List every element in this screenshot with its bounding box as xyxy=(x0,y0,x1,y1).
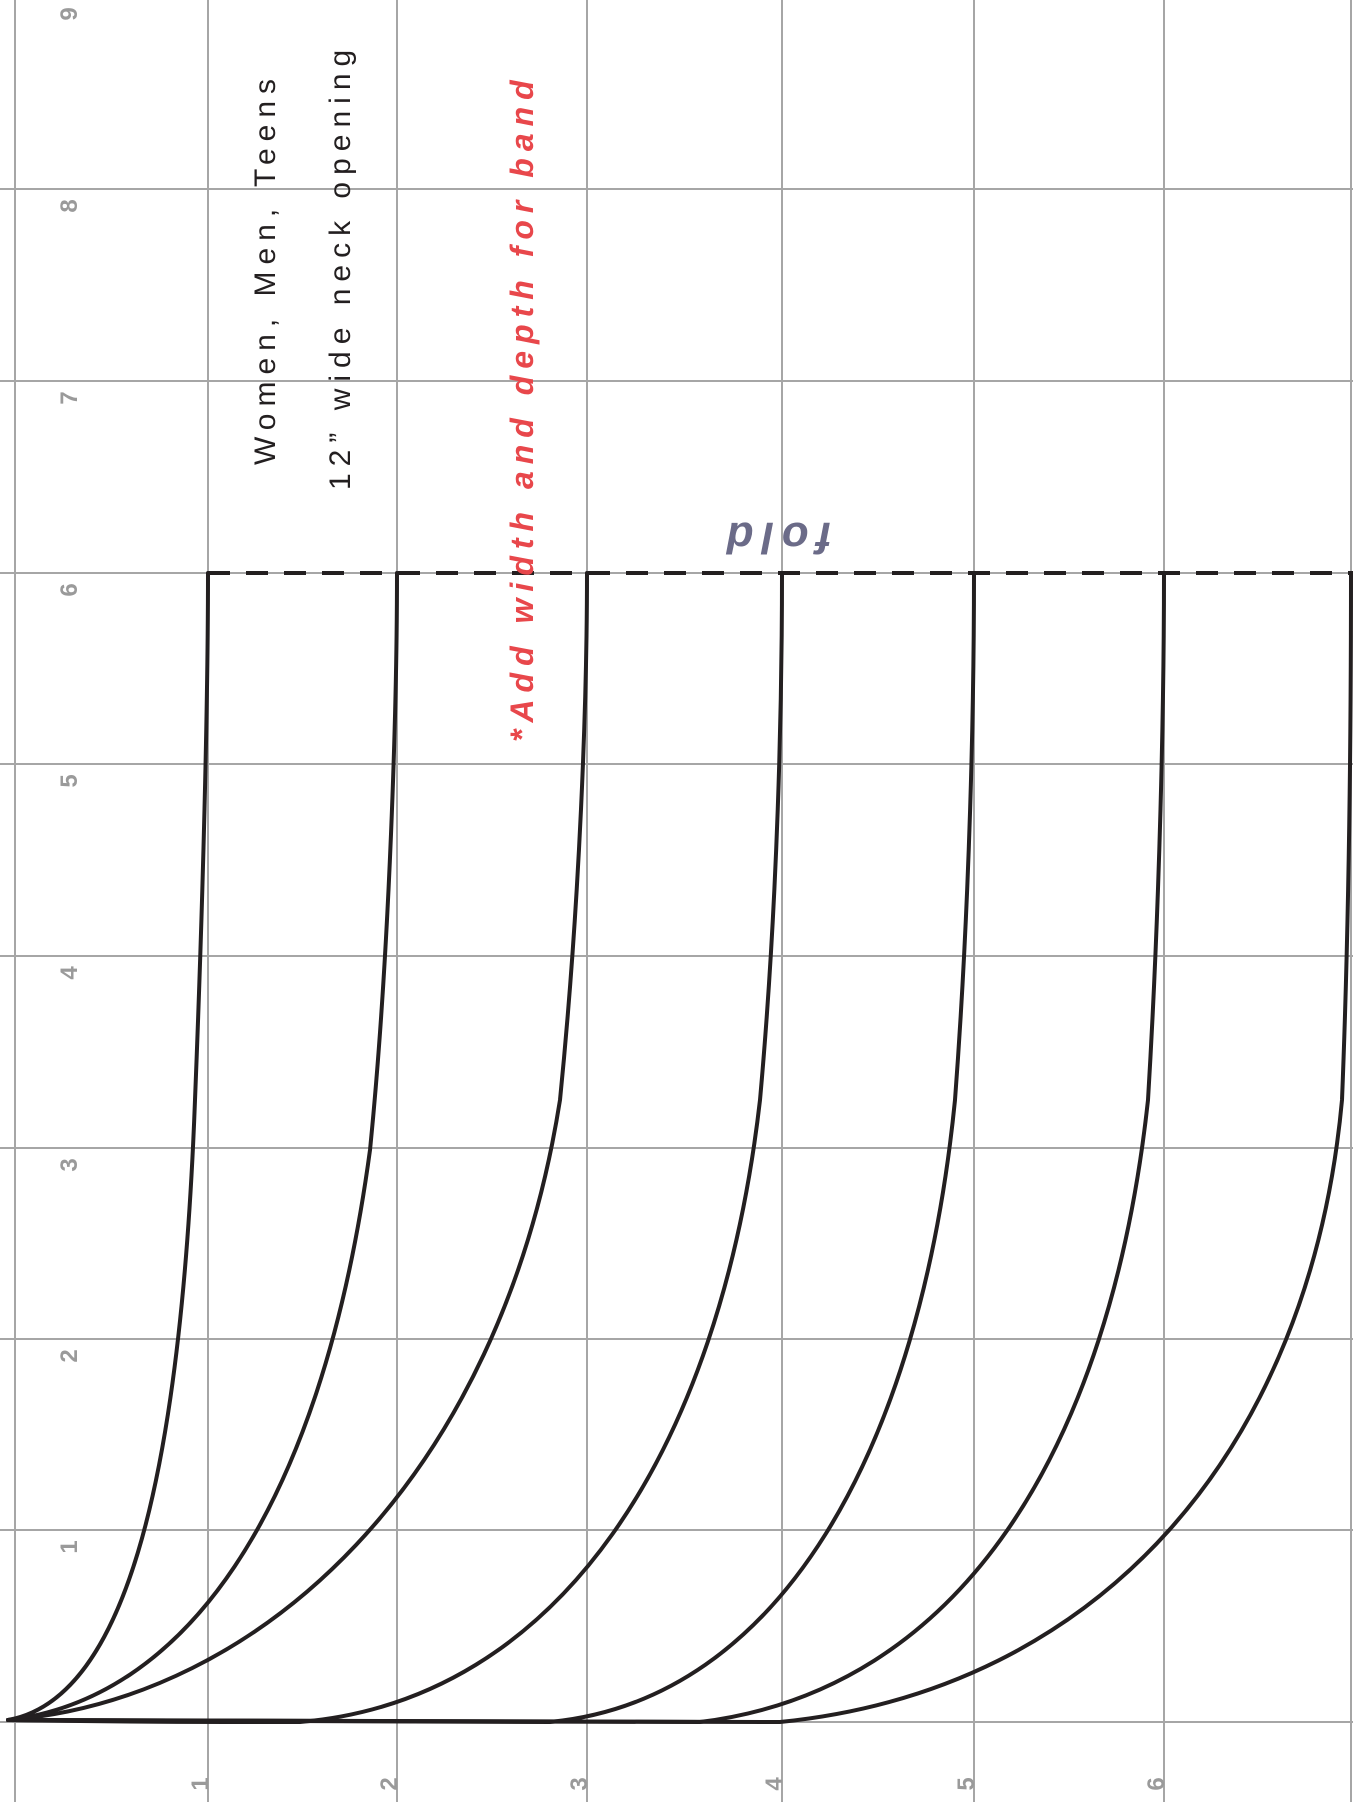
neckline-curve-7 xyxy=(6,571,1353,1725)
neckline-curve-1 xyxy=(6,571,210,1722)
row-label-2: 2 xyxy=(56,1349,83,1362)
row-label-7: 7 xyxy=(56,391,83,404)
row-label-9: 9 xyxy=(56,7,83,20)
column-label-1: 1 xyxy=(187,1777,214,1790)
audience-label: Women, Men, Teens xyxy=(249,72,282,465)
row-label-1: 1 xyxy=(56,1540,83,1553)
row-label-8: 8 xyxy=(56,199,83,212)
column-label-3: 3 xyxy=(566,1777,593,1790)
column-labels: 1 2 3 4 5 6 xyxy=(187,1777,1170,1791)
neckline-curves xyxy=(6,571,1353,1725)
row-label-6: 6 xyxy=(56,583,83,596)
row-label-4: 4 xyxy=(56,966,83,980)
neckline-curve-3 xyxy=(6,571,589,1722)
neck-opening-label: 12” wide neck opening xyxy=(324,43,357,490)
fold-label: fold xyxy=(719,513,832,562)
row-label-3: 3 xyxy=(56,1158,83,1171)
column-label-5: 5 xyxy=(953,1777,980,1790)
neckline-curve-2 xyxy=(6,571,399,1722)
column-label-6: 6 xyxy=(1143,1777,1170,1790)
column-label-2: 2 xyxy=(376,1777,403,1790)
row-labels: 1 2 3 4 5 6 7 8 9 xyxy=(56,7,83,1553)
row-label-5: 5 xyxy=(56,774,83,787)
column-label-4: 4 xyxy=(761,1777,788,1791)
band-note: *Add width and depth for band xyxy=(504,73,540,742)
